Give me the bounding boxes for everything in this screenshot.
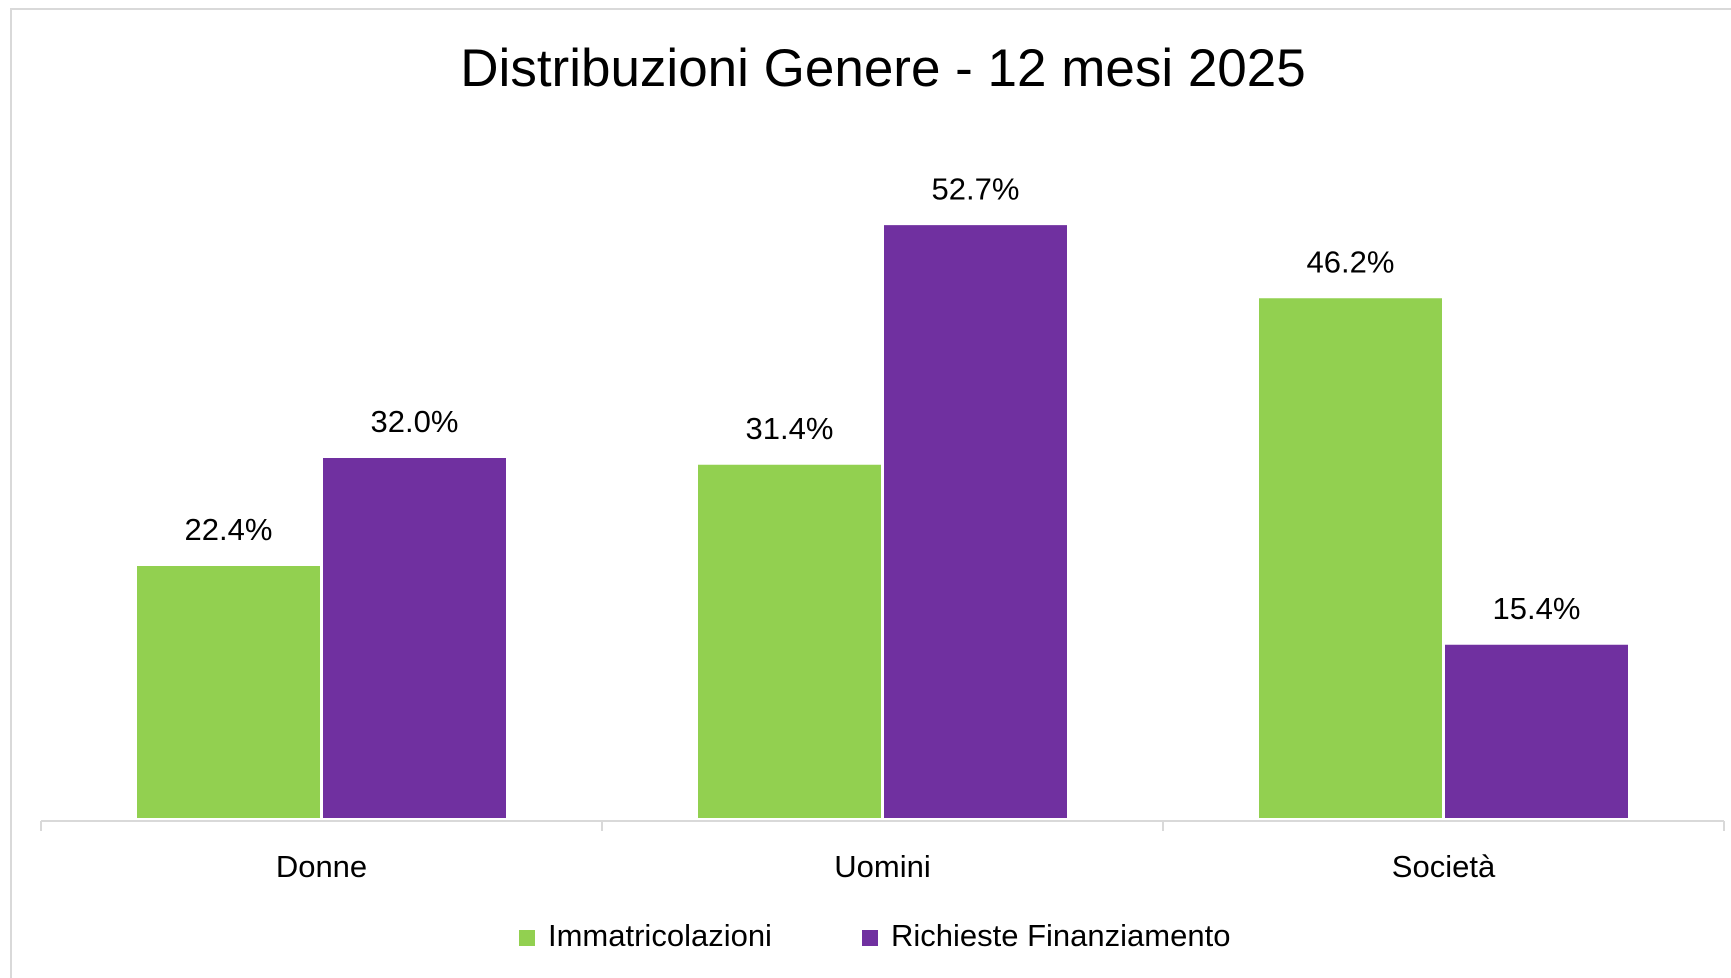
data-label: 15.4%: [1493, 591, 1581, 626]
data-label: 22.4%: [185, 512, 273, 547]
bar: [137, 566, 320, 818]
x-tick-label: Donne: [276, 849, 367, 884]
bar: [884, 225, 1067, 818]
bar: [1445, 644, 1628, 818]
legend-label: Richieste Finanziamento: [891, 918, 1230, 953]
chart-title: Distribuzioni Genere - 12 mesi 2025: [460, 39, 1305, 98]
x-tick-label: Uomini: [834, 849, 930, 884]
data-label: 52.7%: [932, 171, 1020, 206]
data-label: 46.2%: [1307, 244, 1395, 279]
legend-swatch: [862, 930, 878, 946]
legend-label: Immatricolazioni: [548, 918, 772, 953]
bar: [698, 464, 881, 818]
x-tick-label: Società: [1392, 849, 1496, 884]
bar: [1259, 298, 1442, 818]
data-label: 31.4%: [746, 411, 834, 446]
legend-swatch: [519, 930, 535, 946]
bar: [323, 458, 506, 818]
data-label: 32.0%: [371, 404, 459, 439]
